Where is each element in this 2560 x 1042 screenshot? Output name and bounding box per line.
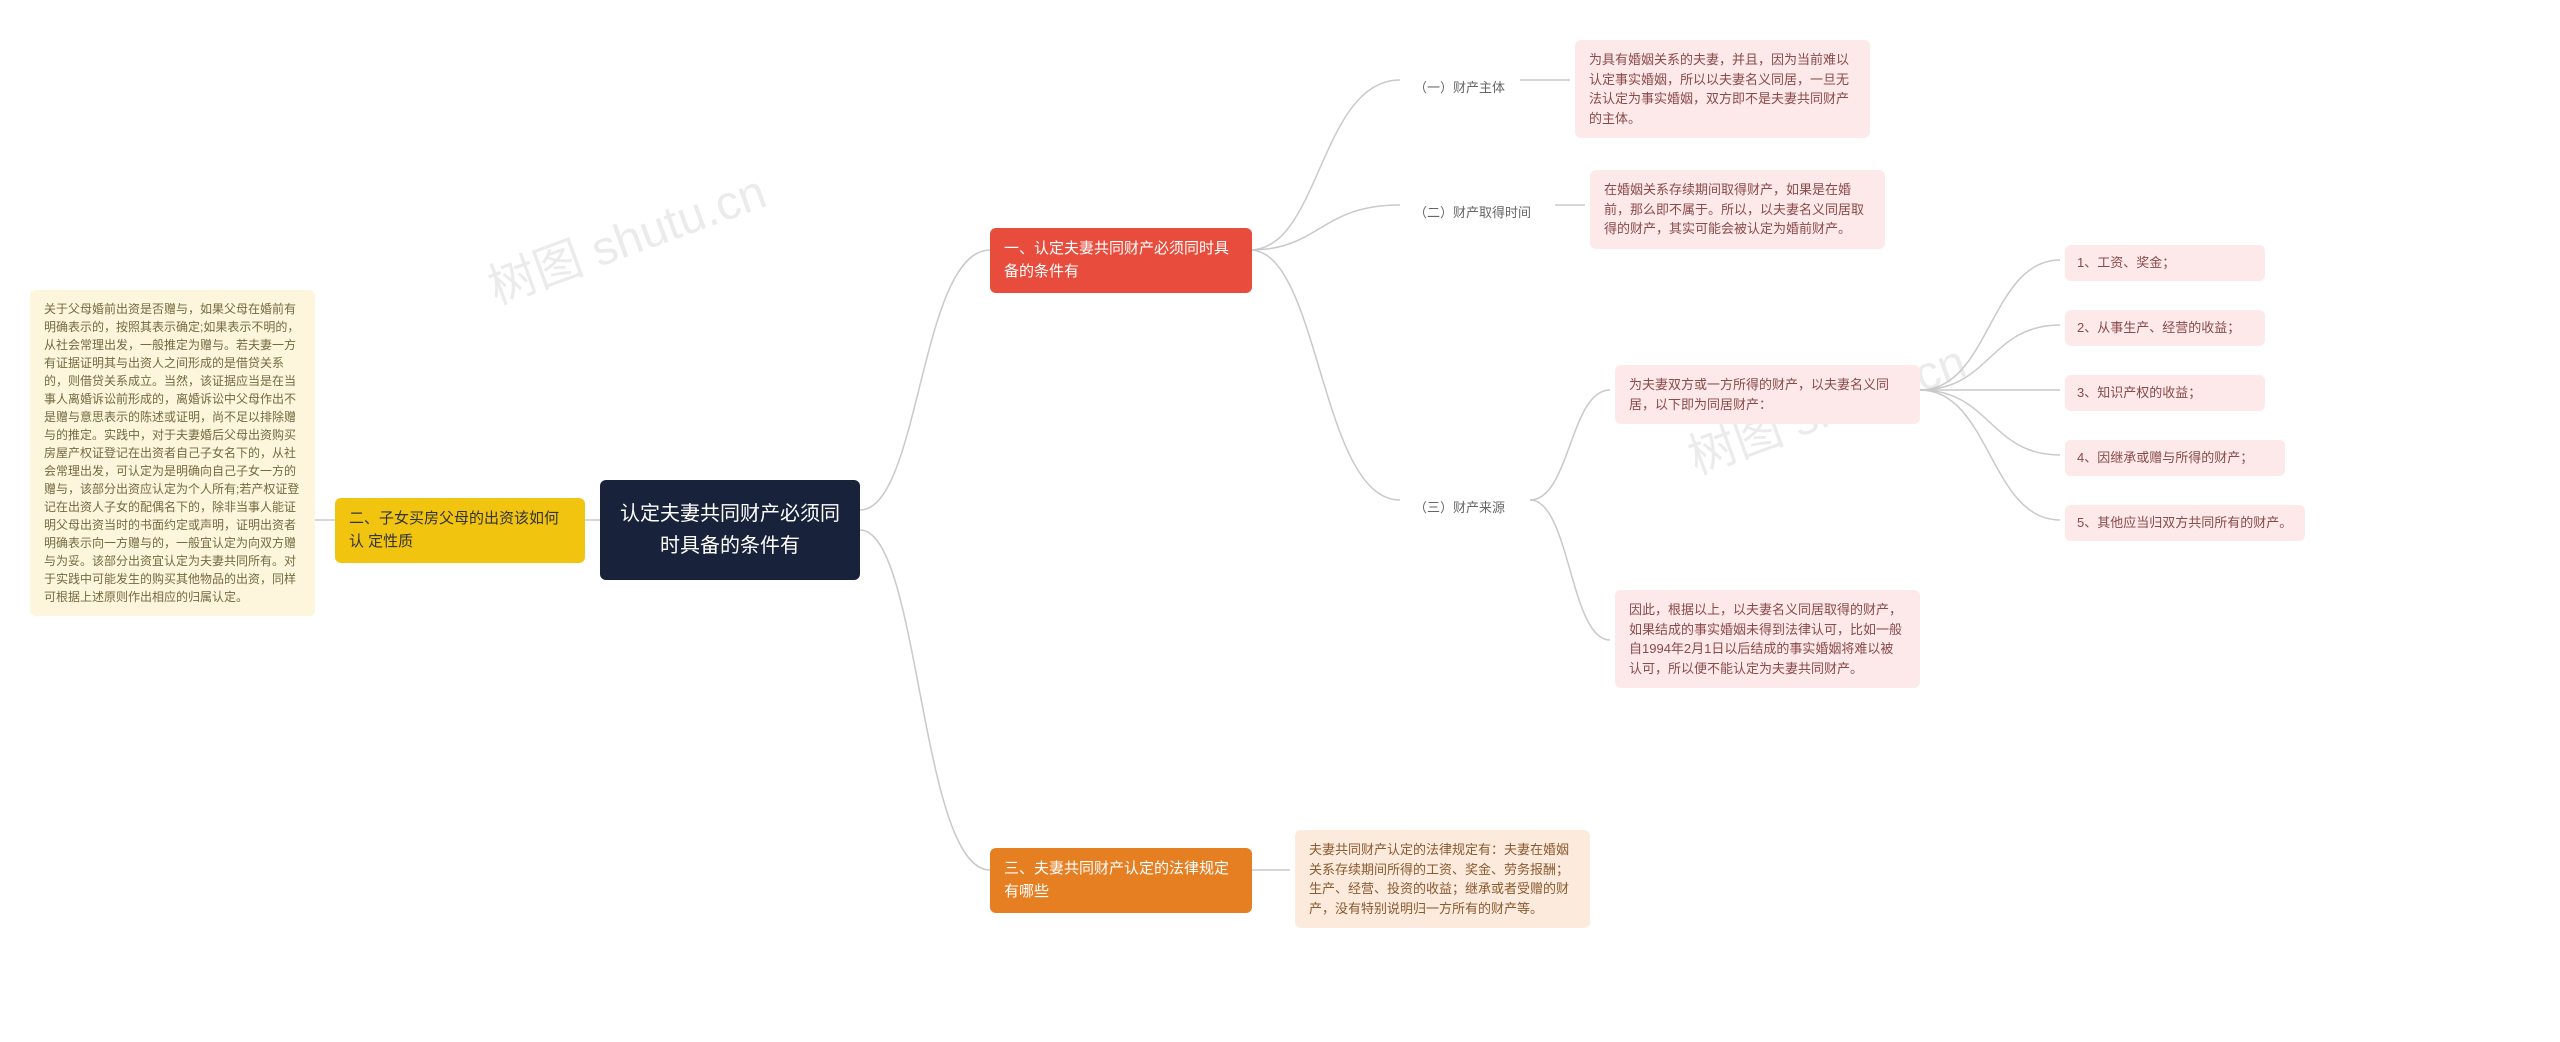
sub3-item-3: 3、知识产权的收益；	[2065, 375, 2265, 411]
watermark-1: 树图 shutu.cn	[477, 152, 774, 317]
sub3-item-4: 4、因继承或赠与所得的财产；	[2065, 440, 2285, 476]
root-node: 认定夫妻共同财产必须同 时具备的条件有	[600, 480, 860, 580]
branch-two-node: 二、子女买房父母的出资该如何认 定性质	[335, 498, 585, 563]
sub3-conclusion: 因此，根据以上，以夫妻名义同居取得的财产，如果结成的事实婚姻未得到法律认可，比如…	[1615, 590, 1920, 688]
sub3-item-2: 2、从事生产、经营的收益；	[2065, 310, 2265, 346]
branch-one-node: 一、认定夫妻共同财产必须同时具 备的条件有	[990, 228, 1252, 293]
sub2-detail: 在婚姻关系存续期间取得财产，如果是在婚前，那么即不属于。所以，以夫妻名义同居取得…	[1590, 170, 1885, 249]
branch-three-node: 三、夫妻共同财产认定的法律规定 有哪些	[990, 848, 1252, 913]
sub2-label: （二）财产取得时间	[1400, 193, 1550, 233]
sub3-intro: 为夫妻双方或一方所得的财产，以夫妻名义同居，以下即为同居财产：	[1615, 365, 1920, 424]
branch-three-detail: 夫妻共同财产认定的法律规定有：夫妻在婚姻关系存续期间所得的工资、奖金、劳务报酬；…	[1295, 830, 1590, 928]
sub3-label: （三）财产来源	[1400, 488, 1530, 528]
sub3-item-1: 1、工资、奖金；	[2065, 245, 2265, 281]
branch-two-detail: 关于父母婚前出资是否赠与，如果父母在婚前有明确表示的，按照其表示确定;如果表示不…	[30, 290, 315, 616]
sub1-label: （一）财产主体	[1400, 68, 1520, 108]
sub3-item-5: 5、其他应当归双方共同所有的财产。	[2065, 505, 2305, 541]
sub1-detail: 为具有婚姻关系的夫妻，并且，因为当前难以认定事实婚姻，所以以夫妻名义同居，一旦无…	[1575, 40, 1870, 138]
